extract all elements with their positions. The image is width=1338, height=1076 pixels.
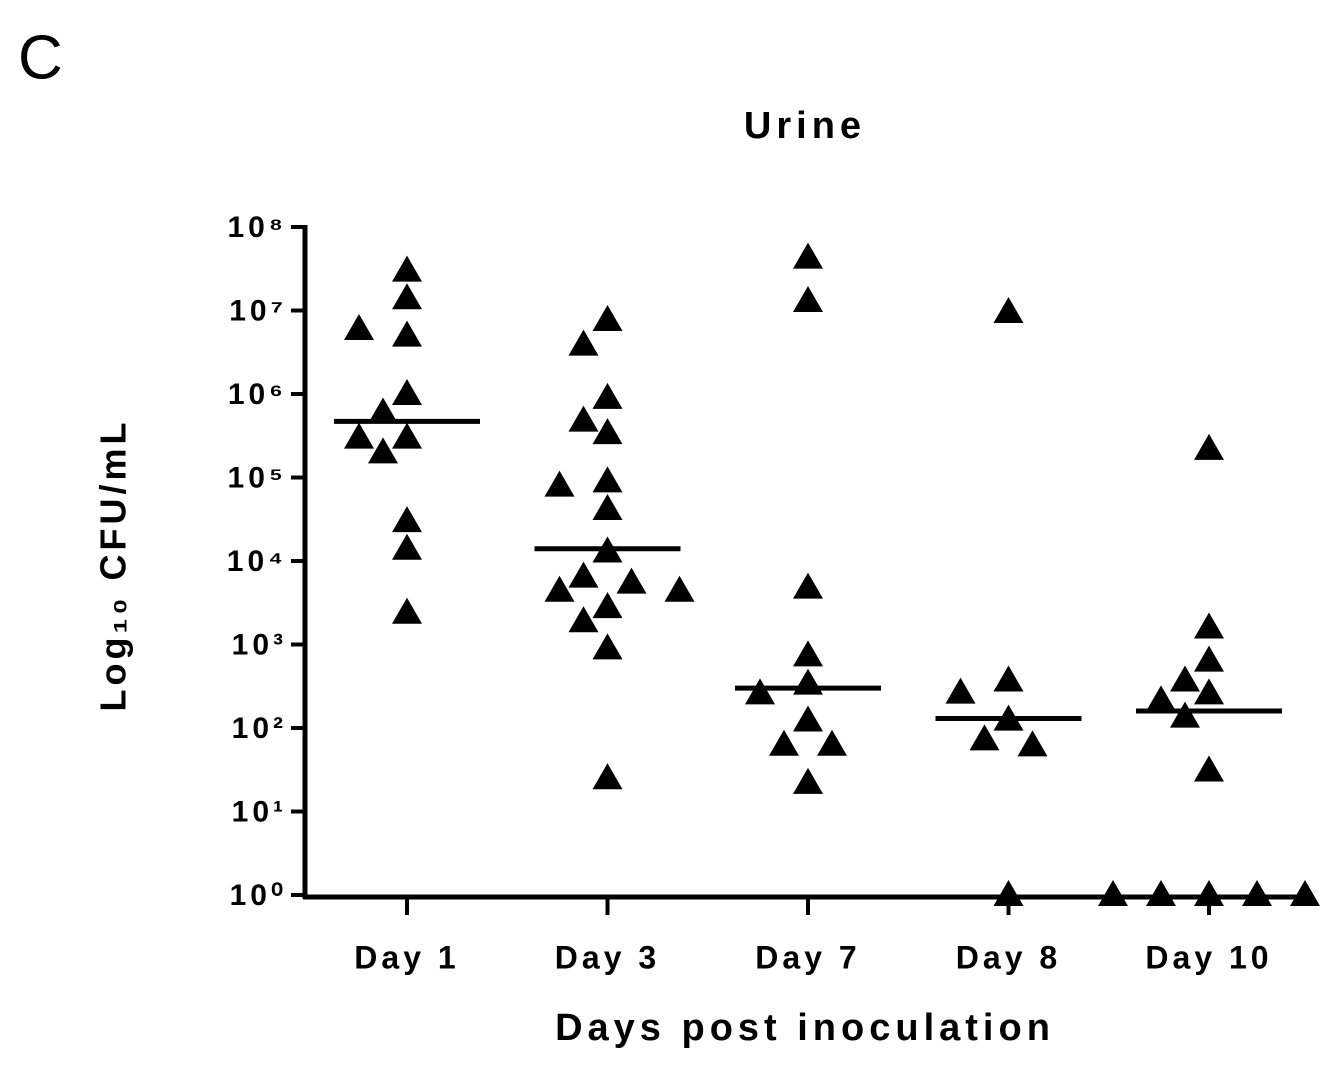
data-point xyxy=(1170,665,1200,692)
data-point xyxy=(793,668,823,695)
data-point xyxy=(1146,685,1176,712)
data-point xyxy=(1098,880,1128,906)
data-point xyxy=(592,418,623,445)
data-point xyxy=(616,567,647,594)
data-point xyxy=(392,422,422,449)
data-point xyxy=(793,705,823,732)
x-tick-label: Day 1 xyxy=(354,939,459,975)
y-tick-label: 10⁶ xyxy=(228,378,287,411)
y-tick-label: 10³ xyxy=(232,628,287,661)
data-point xyxy=(1290,880,1320,906)
data-point xyxy=(592,763,623,790)
x-tick-label: Day 7 xyxy=(755,939,860,975)
y-tick-label: 10⁸ xyxy=(227,211,287,244)
data-point xyxy=(993,665,1024,692)
data-point xyxy=(592,466,623,493)
data-point xyxy=(945,677,976,704)
data-point xyxy=(368,437,398,464)
data-point xyxy=(392,379,422,405)
y-tick-label: 10⁷ xyxy=(229,294,287,327)
data-point xyxy=(392,533,422,560)
data-point xyxy=(993,296,1024,323)
x-tick-label: Day 10 xyxy=(1145,939,1272,975)
data-point xyxy=(592,304,623,331)
y-tick-label: 10⁵ xyxy=(228,461,287,494)
data-point xyxy=(592,493,623,520)
data-point xyxy=(793,285,823,312)
data-point xyxy=(392,283,422,310)
chart-title: Urine xyxy=(744,105,866,147)
x-axis-label: Days post inoculation xyxy=(555,1007,1055,1049)
data-point xyxy=(1194,645,1224,672)
data-point xyxy=(544,470,575,497)
data-point xyxy=(568,561,599,588)
data-point xyxy=(568,606,599,633)
data-point xyxy=(1242,880,1272,906)
data-point xyxy=(1194,880,1224,906)
x-tick-label: Day 3 xyxy=(555,939,660,975)
data-point xyxy=(793,572,823,599)
data-point xyxy=(969,724,1000,751)
data-point xyxy=(568,405,599,432)
data-point xyxy=(592,382,623,409)
data-point xyxy=(392,506,422,533)
data-point xyxy=(1170,701,1200,728)
data-point xyxy=(544,575,575,602)
data-point xyxy=(1017,730,1048,757)
data-point xyxy=(1194,678,1224,705)
data-point xyxy=(1194,433,1224,460)
data-point xyxy=(592,633,623,660)
panel-label: C xyxy=(18,23,63,92)
data-point xyxy=(392,255,422,282)
y-tick-label: 10⁴ xyxy=(227,545,287,578)
data-point xyxy=(664,575,695,602)
data-point xyxy=(769,729,799,756)
data-point xyxy=(1146,880,1176,906)
data-point xyxy=(793,767,823,794)
x-tick-label: Day 8 xyxy=(956,939,1061,975)
data-point xyxy=(1194,612,1224,639)
data-point xyxy=(793,640,823,667)
data-point xyxy=(745,678,775,705)
data-point xyxy=(568,329,599,356)
data-point xyxy=(592,592,623,619)
y-tick-label: 10¹ xyxy=(232,795,287,828)
data-point xyxy=(1194,755,1224,782)
data-point xyxy=(344,422,374,449)
data-point xyxy=(344,314,374,341)
data-point xyxy=(793,242,823,269)
y-tick-label: 10² xyxy=(232,712,287,745)
data-point xyxy=(392,320,422,347)
data-point xyxy=(392,597,422,624)
data-point xyxy=(368,397,398,424)
data-point xyxy=(993,880,1024,906)
y-tick-label: 10⁰ xyxy=(230,879,287,912)
y-axis-label: Log₁₀ CFU/mL xyxy=(93,418,134,711)
data-point xyxy=(817,729,847,756)
